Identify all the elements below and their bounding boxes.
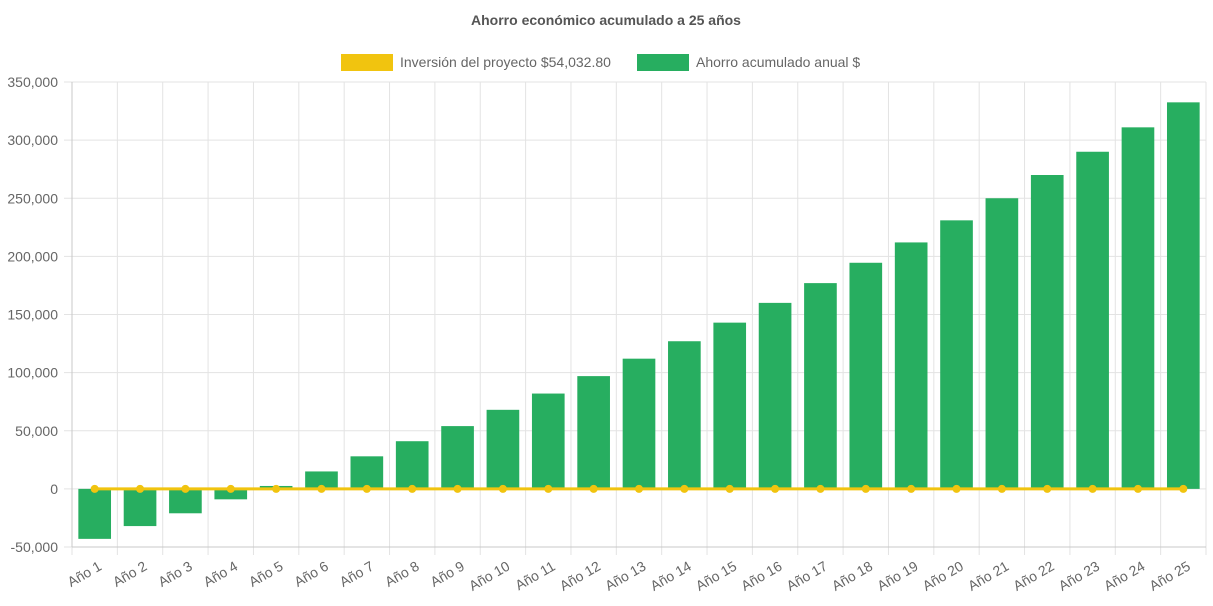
y-tick-label: -50,000 — [11, 539, 59, 555]
x-axis-ticks: Año 1 Año 2 Año 3 Año 4 Año 5 Año 6 Año 7 Año 8… — [64, 558, 1193, 594]
y-tick-label: 100,000 — [7, 365, 58, 381]
investment-point[interactable] — [362, 484, 371, 493]
investment-point[interactable] — [680, 484, 689, 493]
x-tick-label: Año 19 — [874, 558, 921, 594]
investment-point[interactable] — [136, 484, 145, 493]
x-tick-label: Año 8 — [382, 558, 422, 590]
bar-savings[interactable] — [486, 409, 520, 489]
legend-swatch-investment — [341, 54, 393, 71]
investment-point[interactable] — [635, 484, 643, 493]
x-tick-label: Año 9 — [427, 558, 467, 590]
y-tick-label: 150,000 — [7, 307, 58, 323]
legend-label-investment: Inversión del proyecto $54,032.80 — [400, 54, 611, 70]
investment-point[interactable] — [1088, 484, 1097, 493]
investment-point[interactable] — [952, 484, 961, 493]
x-tick-label: Año 13 — [602, 558, 649, 594]
y-tick-label: 50,000 — [15, 423, 58, 439]
investment-point[interactable] — [725, 484, 734, 493]
bar-savings[interactable] — [894, 242, 928, 489]
bar-savings[interactable] — [1030, 175, 1064, 489]
bar-savings[interactable] — [1076, 151, 1109, 489]
y-axis-ticks: 350,000 300,000 250,000 200,000 150,000 100,0… — [7, 74, 58, 555]
x-tick-label: Año 24 — [1101, 558, 1148, 594]
y-tick-label: 300,000 — [7, 132, 58, 148]
investment-point[interactable] — [816, 484, 825, 493]
bar-savings[interactable] — [940, 220, 973, 489]
bar-savings[interactable] — [123, 488, 157, 527]
investment-point[interactable] — [771, 484, 780, 493]
x-tick-label: Año 17 — [784, 558, 831, 594]
bar-savings[interactable] — [985, 198, 1019, 489]
x-tick-label: Año 10 — [466, 558, 513, 594]
x-tick-label: Año 1 — [64, 558, 104, 590]
x-tick-label: Año 20 — [920, 558, 967, 594]
bars-layer — [78, 102, 1200, 539]
investment-point[interactable] — [90, 484, 99, 493]
bar-savings[interactable] — [804, 283, 837, 489]
grid-layer — [64, 81, 1207, 555]
legend-item-savings[interactable]: Ahorro acumulado anual $ — [637, 54, 860, 71]
bar-savings[interactable] — [395, 441, 429, 489]
x-tick-label: Año 23 — [1056, 558, 1103, 594]
bar-savings[interactable] — [1121, 127, 1155, 489]
investment-point[interactable] — [907, 484, 916, 493]
bar-savings[interactable] — [441, 426, 474, 489]
legend-item-investment[interactable]: Inversión del proyecto $54,032.80 — [341, 54, 611, 71]
x-tick-label: Año 2 — [110, 558, 150, 590]
x-tick-label: Año 16 — [738, 558, 785, 594]
investment-point[interactable] — [272, 484, 281, 493]
investment-point[interactable] — [997, 484, 1006, 493]
bar-savings[interactable] — [713, 322, 747, 489]
investment-point[interactable] — [317, 484, 326, 493]
legend-swatch-savings — [637, 54, 689, 71]
bar-savings[interactable] — [668, 341, 701, 489]
investment-point[interactable] — [589, 484, 598, 493]
investment-point[interactable] — [1133, 484, 1142, 493]
bar-savings[interactable] — [577, 376, 610, 489]
investment-point[interactable] — [226, 484, 235, 493]
x-tick-label: Año 12 — [557, 558, 604, 594]
bar-savings[interactable] — [849, 262, 883, 489]
legend: Inversión del proyecto $54,032.80 Ahorro… — [341, 54, 860, 71]
y-tick-label: 350,000 — [7, 74, 58, 90]
y-tick-label: 200,000 — [7, 248, 58, 264]
bar-savings[interactable] — [531, 393, 565, 489]
investment-point[interactable] — [498, 484, 507, 493]
x-tick-label: Año 21 — [965, 558, 1012, 594]
x-tick-label: Año 15 — [693, 558, 740, 594]
x-tick-label: Año 14 — [647, 558, 694, 594]
x-tick-label: Año 11 — [512, 558, 558, 594]
x-tick-label: Año 4 — [201, 558, 241, 590]
chart-title: Ahorro económico acumulado a 25 años — [471, 12, 741, 28]
x-tick-label: Año 3 — [155, 558, 195, 590]
bar-savings[interactable] — [1166, 102, 1200, 489]
bar-savings[interactable] — [758, 302, 792, 489]
bar-savings[interactable] — [78, 488, 112, 539]
x-tick-label: Año 25 — [1146, 558, 1193, 594]
x-tick-label: Año 6 — [291, 558, 331, 590]
investment-point[interactable] — [1043, 484, 1052, 493]
x-tick-label: Año 22 — [1010, 558, 1057, 594]
y-tick-label: 250,000 — [7, 190, 58, 206]
investment-point[interactable] — [408, 484, 417, 493]
legend-label-savings: Ahorro acumulado anual $ — [696, 54, 860, 70]
bar-savings[interactable] — [169, 488, 202, 514]
bar-savings[interactable] — [350, 456, 384, 489]
bar-savings[interactable] — [214, 488, 248, 500]
investment-point[interactable] — [861, 484, 870, 493]
investment-point[interactable] — [544, 484, 553, 493]
bar-savings[interactable] — [305, 471, 338, 489]
x-tick-label: Año 5 — [246, 558, 286, 590]
investment-point[interactable] — [453, 484, 462, 493]
investment-line-layer — [90, 484, 1188, 493]
investment-point[interactable] — [1179, 484, 1188, 493]
x-tick-label: Año 18 — [829, 558, 876, 594]
x-tick-label: Año 7 — [337, 558, 377, 590]
bar-savings[interactable] — [622, 358, 656, 489]
investment-point[interactable] — [181, 484, 190, 493]
y-tick-label: 0 — [50, 481, 58, 497]
